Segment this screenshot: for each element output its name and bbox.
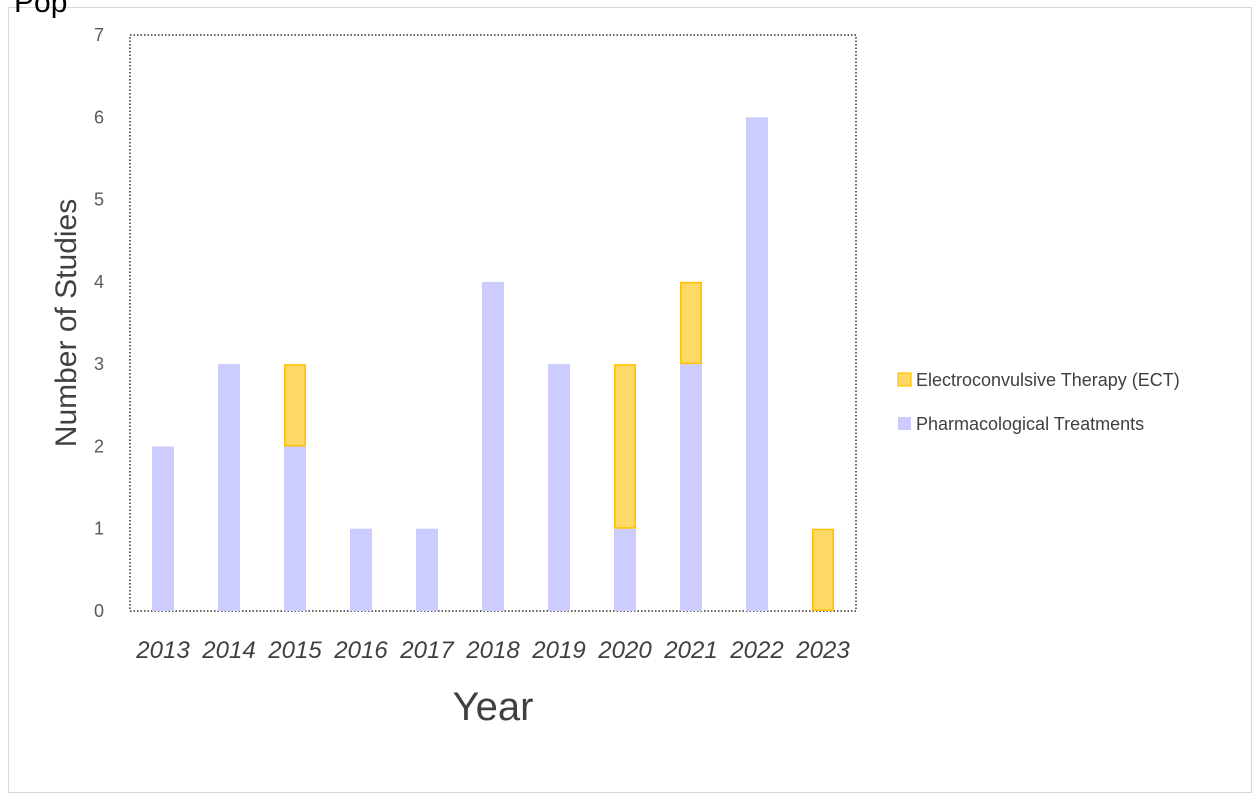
x-tick-label: 2019 [531, 637, 585, 664]
y-tick-label: 4 [94, 272, 104, 292]
y-tick-label: 1 [94, 519, 104, 539]
y-tick-label: 7 [94, 25, 104, 45]
legend-swatch [898, 417, 911, 430]
bar-ect [680, 281, 702, 365]
x-tick-label: 2023 [795, 637, 850, 664]
x-tick-label: 2014 [201, 637, 255, 664]
bar-pharmacological [482, 281, 504, 611]
bar-pharmacological [614, 528, 636, 611]
bar-ect [284, 364, 306, 447]
y-tick-label: 5 [94, 190, 104, 210]
bar-ect [614, 364, 636, 529]
page-title: Pop [14, 0, 68, 19]
y-tick-label: 2 [94, 436, 104, 456]
legend-label: Pharmacological Treatments [916, 414, 1144, 434]
y-tick-label: 3 [94, 354, 104, 374]
x-tick-label: 2020 [597, 637, 652, 664]
x-tick-label: 2013 [135, 637, 190, 664]
bar-pharmacological [680, 364, 702, 611]
bar-pharmacological [152, 446, 174, 611]
x-tick-label: 2018 [465, 637, 520, 664]
legend-label: Electroconvulsive Therapy (ECT) [916, 370, 1180, 390]
x-tick-label: 2015 [267, 637, 322, 664]
x-axis-title: Year [453, 685, 534, 729]
bars-layer [152, 117, 834, 612]
x-tick-label: 2022 [729, 637, 783, 664]
legend: Electroconvulsive Therapy (ECT) Pharmacol… [897, 370, 1180, 434]
legend-swatch [897, 372, 912, 387]
y-axis-ticks: 0 1 2 3 4 5 6 7 [94, 25, 104, 621]
y-axis-title: Number of Studies [50, 199, 83, 447]
x-axis-ticks: 2013 2014 2015 2016 2017 2018 2019 2020 2021 2022… [135, 637, 850, 664]
bar-ect [812, 528, 834, 612]
bar-pharmacological [548, 364, 570, 611]
x-tick-label: 2016 [333, 637, 388, 664]
bar-pharmacological [746, 117, 768, 612]
bar-pharmacological [350, 528, 372, 611]
y-tick-label: 6 [94, 107, 104, 127]
y-tick-label: 0 [94, 601, 104, 621]
bar-pharmacological [284, 446, 306, 611]
bar-pharmacological [218, 364, 240, 611]
x-tick-label: 2017 [399, 637, 455, 664]
x-tick-label: 2021 [663, 637, 717, 664]
bar-pharmacological [416, 528, 438, 611]
